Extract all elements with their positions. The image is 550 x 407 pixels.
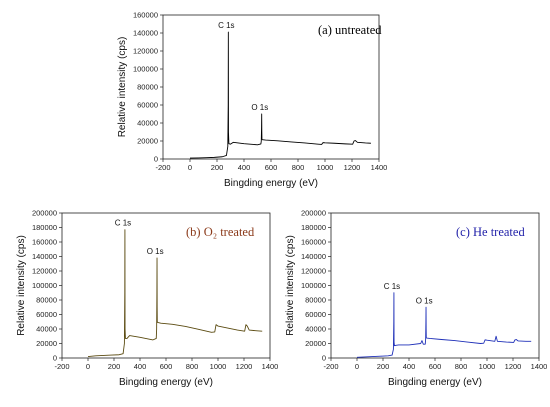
spectrum-line [356, 292, 532, 358]
peak-label-o1s: O 1s [147, 247, 164, 256]
spectrum-line [87, 229, 263, 357]
peak-label-c1s: C 1s [218, 21, 234, 30]
peak-label-o1s: O 1s [251, 103, 268, 112]
y-tick-label: 200000 [301, 209, 326, 218]
x-tick-label: 400 [403, 362, 416, 371]
x-tick-label: 800 [455, 362, 468, 371]
y-tick-label: 0 [53, 354, 57, 363]
x-tick-label: 600 [265, 163, 278, 172]
y-tick-label: 100000 [301, 281, 326, 290]
x-tick-label: 400 [238, 163, 251, 172]
y-tick-label: 140000 [301, 252, 326, 261]
y-axis-label: Relative intensity (cps) [117, 37, 128, 138]
y-tick-label: 160000 [133, 11, 158, 20]
x-tick-label: 0 [355, 362, 359, 371]
x-tick-label: 800 [186, 362, 199, 371]
peak-label-c1s: C 1s [384, 282, 400, 291]
y-tick-label: 0 [154, 155, 158, 164]
y-tick-label: 20000 [305, 339, 326, 348]
y-tick-label: 80000 [305, 296, 326, 305]
x-axis-label: Bingding energy (eV) [224, 178, 318, 189]
chart-panel-2: -200 0 200 400 600 800 1000 1200 140002000040000… [16, 209, 278, 388]
x-axis-label: Bingding energy (eV) [388, 377, 482, 388]
y-tick-label: 200000 [32, 209, 57, 218]
y-tick-label: 0 [322, 354, 326, 363]
x-tick-label: 0 [86, 362, 90, 371]
y-tick-label: 140000 [32, 252, 57, 261]
y-tick-label: 80000 [137, 83, 158, 92]
y-tick-label: 60000 [137, 101, 158, 110]
peak-label-c1s: C 1s [115, 219, 131, 228]
y-tick-label: 180000 [32, 223, 57, 232]
y-tick-label: 40000 [36, 325, 57, 334]
x-tick-label: 400 [134, 362, 147, 371]
panel-title: (c) He treated [456, 225, 525, 239]
y-tick-label: 160000 [32, 238, 57, 247]
y-tick-label: 40000 [137, 119, 158, 128]
chart-panel-3: -200 0 200 400 600 800 1000 1200 140002000040000… [285, 209, 547, 388]
panel-title: (a) untreated [318, 23, 382, 37]
y-tick-label: 120000 [32, 267, 57, 276]
y-tick-label: 120000 [301, 267, 326, 276]
x-tick-label: 200 [108, 362, 121, 371]
x-tick-label: 1200 [236, 362, 253, 371]
x-tick-label: -200 [323, 362, 338, 371]
panel-title: (b) O₂ treated [186, 225, 255, 239]
x-tick-label: 0 [188, 163, 192, 172]
x-tick-label: 1000 [210, 362, 227, 371]
x-tick-label: 1400 [262, 362, 279, 371]
y-axis-label: Relative intensity (cps) [285, 235, 296, 336]
y-tick-label: 180000 [301, 223, 326, 232]
y-tick-label: 100000 [32, 281, 57, 290]
x-tick-label: 1200 [344, 163, 361, 172]
spectrum-line [189, 31, 371, 159]
y-tick-label: 80000 [36, 296, 57, 305]
y-tick-label: 40000 [305, 325, 326, 334]
x-tick-label: 600 [429, 362, 442, 371]
x-tick-label: 1000 [479, 362, 496, 371]
x-tick-label: 200 [377, 362, 390, 371]
y-tick-label: 120000 [133, 47, 158, 56]
x-tick-label: 1200 [505, 362, 522, 371]
x-tick-label: 600 [160, 362, 173, 371]
y-tick-label: 60000 [305, 310, 326, 319]
peak-label-o1s: O 1s [416, 296, 433, 305]
x-tick-label: 1000 [317, 163, 334, 172]
x-tick-label: -200 [155, 163, 170, 172]
x-tick-label: -200 [54, 362, 69, 371]
y-tick-label: 140000 [133, 29, 158, 38]
y-tick-label: 100000 [133, 65, 158, 74]
y-tick-label: 20000 [36, 339, 57, 348]
x-tick-label: 200 [211, 163, 224, 172]
y-tick-label: 160000 [301, 238, 326, 247]
y-axis-label: Relative intensity (cps) [16, 235, 27, 336]
y-tick-label: 60000 [36, 310, 57, 319]
x-tick-label: 1400 [371, 163, 388, 172]
y-tick-label: 20000 [137, 137, 158, 146]
x-axis-label: Bingding energy (eV) [119, 377, 213, 388]
x-tick-label: 1400 [531, 362, 548, 371]
chart-panel-1: -200 0 200 400 600 800 1000 1200 140002000040000… [117, 11, 387, 189]
x-tick-label: 800 [292, 163, 305, 172]
